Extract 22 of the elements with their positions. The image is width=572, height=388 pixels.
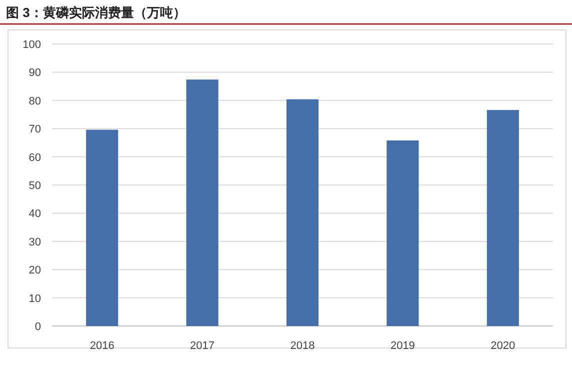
bar xyxy=(386,140,419,326)
x-tick-label: 2016 xyxy=(90,340,114,352)
y-tick-label: 0 xyxy=(34,321,41,333)
y-tick-label: 20 xyxy=(28,264,41,277)
chart-title: 图 3：黄磷实际消费量（万吨） xyxy=(6,5,186,20)
bar xyxy=(286,99,319,326)
bar xyxy=(186,80,218,326)
x-tick-label: 2020 xyxy=(490,340,516,352)
x-tick-label: 2017 xyxy=(190,340,215,352)
y-tick-label: 100 xyxy=(22,39,41,51)
y-tick-label: 70 xyxy=(28,124,41,136)
bar xyxy=(486,110,519,326)
y-tick-label: 90 xyxy=(28,67,41,80)
y-tick-label: 60 xyxy=(28,152,41,164)
y-tick-label: 40 xyxy=(28,208,41,220)
x-tick-label: 2018 xyxy=(290,340,315,352)
y-tick-label: 10 xyxy=(28,292,41,305)
bar xyxy=(86,130,118,326)
x-tick-label: 2019 xyxy=(390,340,415,352)
y-tick-label: 80 xyxy=(28,95,41,108)
y-tick-label: 30 xyxy=(28,236,41,248)
y-tick-label: 50 xyxy=(28,180,41,192)
